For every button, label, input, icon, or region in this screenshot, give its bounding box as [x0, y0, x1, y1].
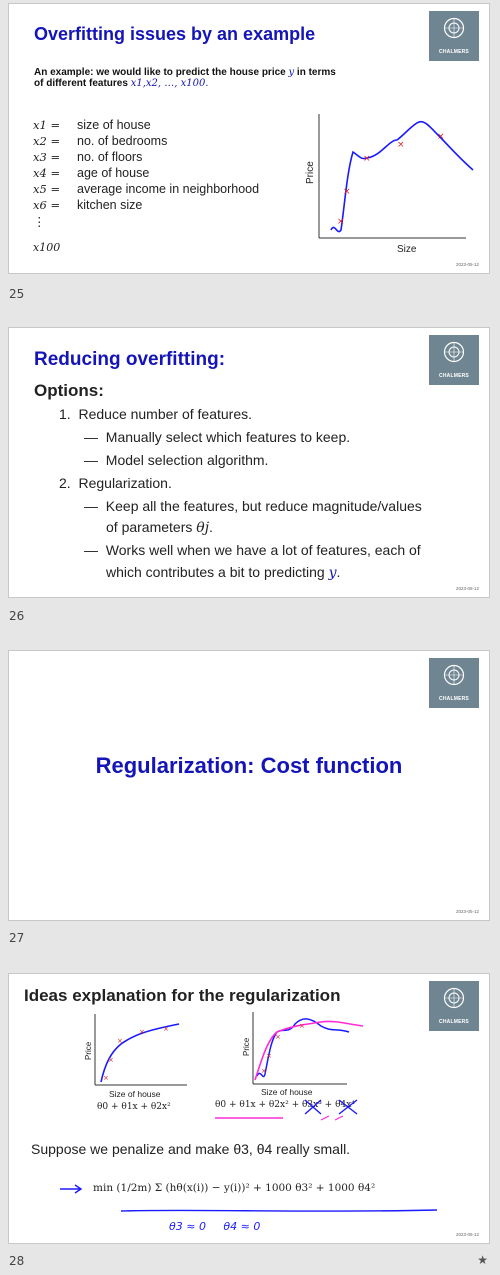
- svg-text:×: ×: [299, 1022, 305, 1030]
- cost-formula: min (1/2m) Σ (hθ(x(i)) − y(i))² + 1000 θ…: [93, 1182, 376, 1194]
- chart-ylabel: Price: [305, 161, 316, 184]
- overfit-chart: × × × × × Price Size: [305, 114, 474, 255]
- chalmers-logo: CHALMERS: [429, 981, 479, 1031]
- slide-number: 28: [9, 1254, 25, 1268]
- logo-text: CHALMERS: [439, 1019, 469, 1025]
- feature-row: x3 = no. of floors: [33, 150, 143, 164]
- svg-text:×: ×: [363, 154, 371, 164]
- svg-text:×: ×: [437, 132, 445, 142]
- slide-title: Regularization: Cost function: [95, 753, 403, 778]
- intro-line1: An example: we would like to predict the…: [34, 67, 286, 78]
- slide-number: 26: [9, 609, 25, 623]
- good-fit-chart: × × × × × Price: [84, 1014, 187, 1086]
- svg-text:×: ×: [139, 1028, 145, 1036]
- seal-icon: [443, 664, 465, 686]
- slide-date: 2023-05-12: [455, 1232, 479, 1237]
- feature-row: x5 = average income in neighborhood: [33, 182, 260, 196]
- chart-ylabel: Price: [84, 1041, 93, 1060]
- vdots: ⋮: [33, 215, 46, 229]
- left-formula: θ0 + θ1x + θ2x²: [97, 1102, 171, 1112]
- logo-text: CHALMERS: [439, 696, 469, 702]
- chalmers-logo: CHALMERS: [429, 658, 479, 708]
- left-chart-xlabel: Size of house: [109, 1089, 161, 1099]
- option-continuation: which contributes a bit to predicting y.: [106, 564, 341, 581]
- feature-row: x2 = no. of bedrooms: [33, 134, 168, 148]
- slide-title: Ideas explanation for the regularization: [24, 986, 341, 1005]
- intro-var: y: [288, 67, 295, 78]
- slide-27[interactable]: CHALMERS Regularization: Cost function 2…: [8, 650, 490, 921]
- option-subitem: — Keep all the features, but reduce magn…: [84, 498, 422, 514]
- svg-text:×: ×: [117, 1037, 123, 1045]
- svg-text:×: ×: [397, 140, 405, 150]
- seal-icon: [443, 17, 465, 39]
- seal-icon: [443, 987, 465, 1009]
- option-subitem: — Works well when we have a lot of featu…: [84, 542, 421, 558]
- overfit-chart-annotated: × × × × Price: [242, 1012, 364, 1085]
- chart-ylabel: Price: [242, 1037, 251, 1056]
- svg-text:×: ×: [275, 1033, 281, 1041]
- underline-magenta: [215, 1115, 344, 1121]
- svg-text:×: ×: [266, 1052, 272, 1060]
- feature-row: x1 = size of house: [33, 118, 151, 132]
- suppose-text: Suppose we penalize and make θ3, θ4 real…: [31, 1141, 351, 1157]
- slide-28[interactable]: Ideas explanation for the regularization…: [8, 973, 490, 1244]
- svg-text:×: ×: [163, 1025, 169, 1033]
- slide-title: Overfitting issues by an example: [34, 24, 316, 44]
- chalmers-logo: CHALMERS: [429, 11, 479, 61]
- seal-icon: [443, 341, 465, 363]
- slide-date: 2023-05-12: [455, 909, 479, 914]
- option-item: 1. Reduce number of features.: [59, 406, 253, 422]
- option-subitem: — Manually select which features to keep…: [84, 429, 351, 445]
- feature-row: x6 = kitchen size: [33, 198, 143, 212]
- intro-line1-end: in terms: [294, 67, 336, 78]
- slide-number: 27: [9, 931, 25, 945]
- feature-row: x4 = age of house: [33, 166, 150, 180]
- strike-annotation: [304, 1099, 358, 1115]
- svg-text:×: ×: [337, 217, 345, 227]
- right-chart-xlabel: Size of house: [261, 1087, 313, 1097]
- handwritten-underline: [120, 1209, 438, 1212]
- svg-text:×: ×: [343, 187, 351, 197]
- option-subitem: — Model selection algorithm.: [84, 452, 269, 468]
- option-continuation: of parameters θj.: [106, 519, 213, 536]
- slide-date: 2023-05-12: [455, 262, 479, 267]
- slide-26[interactable]: Reducing overfitting: CHALMERS Options: …: [8, 327, 490, 598]
- option-item: 2. Regularization.: [59, 475, 172, 491]
- slide-date: 2023-05-12: [455, 586, 479, 591]
- logo-text: CHALMERS: [439, 49, 469, 55]
- slide-title: Reducing overfitting:: [34, 349, 226, 370]
- svg-text:×: ×: [261, 1067, 267, 1075]
- chalmers-logo: CHALMERS: [429, 335, 479, 385]
- logo-text: CHALMERS: [439, 373, 469, 379]
- right-formula: θ0 + θ1x + θ2x² + θ3x³ + θ4x⁴: [215, 1100, 355, 1110]
- svg-text:×: ×: [108, 1056, 114, 1064]
- slide-25[interactable]: Overfitting issues by an example CHALMER…: [8, 3, 490, 274]
- svg-text:×: ×: [103, 1074, 109, 1082]
- intro-features: x1,x2, …, x100.: [130, 78, 209, 89]
- handwritten-note: θ3 ≈ 0 θ4 ≈ 0: [169, 1220, 261, 1233]
- slide-number: 25: [9, 287, 25, 301]
- star-icon[interactable]: ★: [477, 1253, 488, 1267]
- chart-xlabel: Size: [397, 244, 417, 255]
- intro-line2: of different features: [34, 78, 128, 89]
- arrow-icon: [60, 1184, 83, 1194]
- intro-text: An example: we would like to predict the…: [34, 67, 336, 89]
- last-feature: x100: [33, 241, 61, 254]
- options-heading: Options:: [34, 381, 104, 400]
